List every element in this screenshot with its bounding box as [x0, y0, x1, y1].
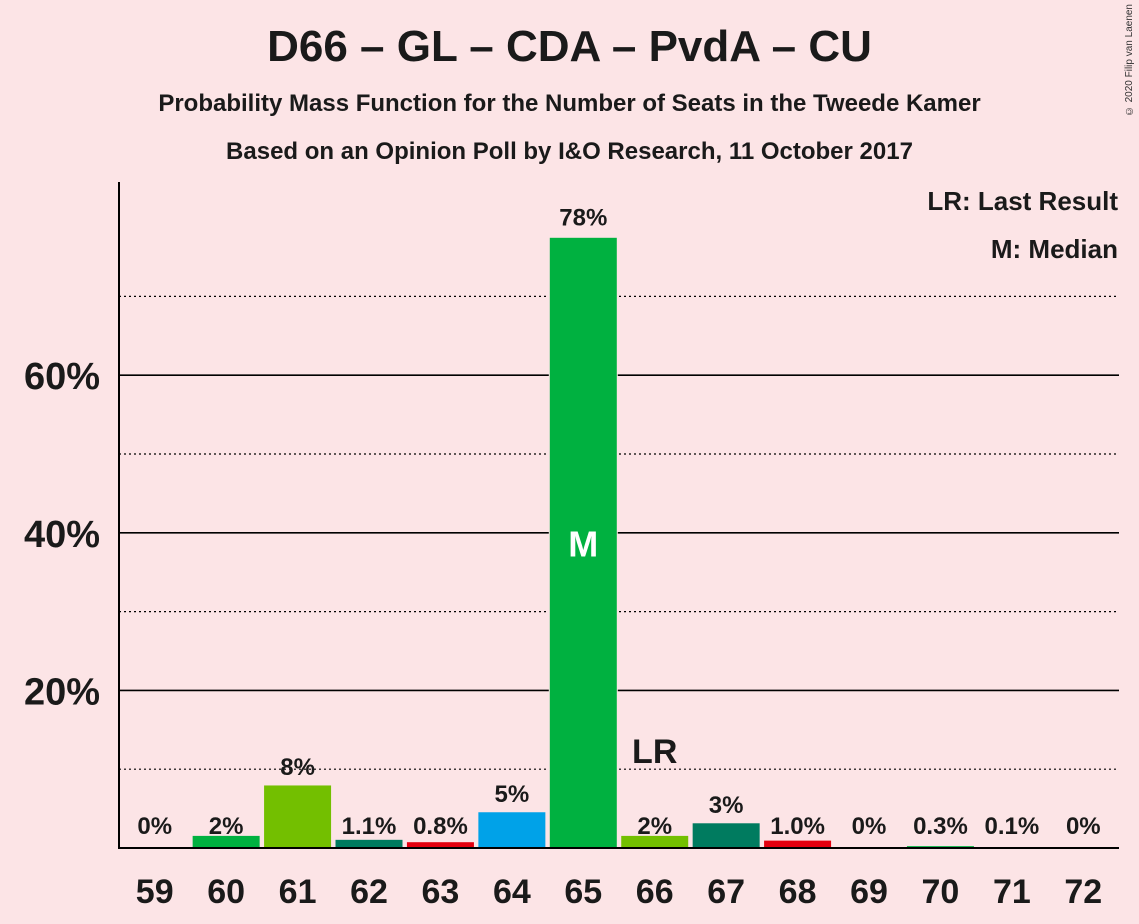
legend-last-result: LR: Last Result: [927, 186, 1118, 216]
data-label-64: 5%: [495, 781, 530, 808]
x-tick-label-60: 60: [207, 873, 245, 911]
data-label-72: 0%: [1066, 813, 1101, 840]
y-tick-label: 60%: [24, 356, 100, 398]
x-tick-label-70: 70: [922, 873, 960, 911]
data-label-60: 2%: [209, 813, 244, 840]
x-tick-label-64: 64: [493, 873, 531, 911]
x-tick-label-72: 72: [1064, 873, 1102, 911]
data-label-69: 0%: [852, 813, 887, 840]
x-tick-label-63: 63: [422, 873, 460, 911]
data-label-62: 1.1%: [342, 813, 397, 840]
x-tick-label-67: 67: [707, 873, 745, 911]
x-tick-label-66: 66: [636, 873, 674, 911]
bar-68: [763, 839, 833, 849]
median-marker: M: [568, 524, 598, 565]
x-tick-label-59: 59: [136, 873, 174, 911]
data-label-68: 1.0%: [770, 813, 825, 840]
x-tick-label-62: 62: [350, 873, 388, 911]
bar-64: [477, 811, 547, 849]
x-tick-label-68: 68: [779, 873, 817, 911]
data-label-61: 8%: [280, 754, 315, 781]
x-tick-label-61: 61: [279, 873, 317, 911]
last-result-marker: LR: [632, 733, 677, 771]
bar-61: [263, 784, 333, 849]
x-tick-label-71: 71: [993, 873, 1031, 911]
data-label-66: 2%: [637, 813, 672, 840]
data-label-71: 0.1%: [985, 813, 1040, 840]
data-label-59: 0%: [137, 813, 172, 840]
data-label-65: 78%: [559, 204, 607, 231]
bar-67: [691, 822, 761, 849]
legend-median: M: Median: [990, 234, 1118, 264]
y-tick-label: 20%: [24, 671, 100, 713]
x-tick-label-69: 69: [850, 873, 888, 911]
chart-title: D66 – GL – CDA – PvdA – CU: [267, 22, 872, 71]
bar-62: [334, 838, 404, 849]
data-label-70: 0.3%: [913, 813, 968, 840]
x-tick-label-65: 65: [564, 873, 602, 911]
data-label-67: 3%: [709, 792, 744, 819]
chart-subtitle-source: Based on an Opinion Poll by I&O Research…: [226, 138, 913, 165]
data-label-63: 0.8%: [413, 813, 468, 840]
bar-65: [548, 236, 618, 849]
chart-subtitle: Probability Mass Function for the Number…: [158, 90, 981, 117]
y-tick-label: 40%: [24, 514, 100, 556]
